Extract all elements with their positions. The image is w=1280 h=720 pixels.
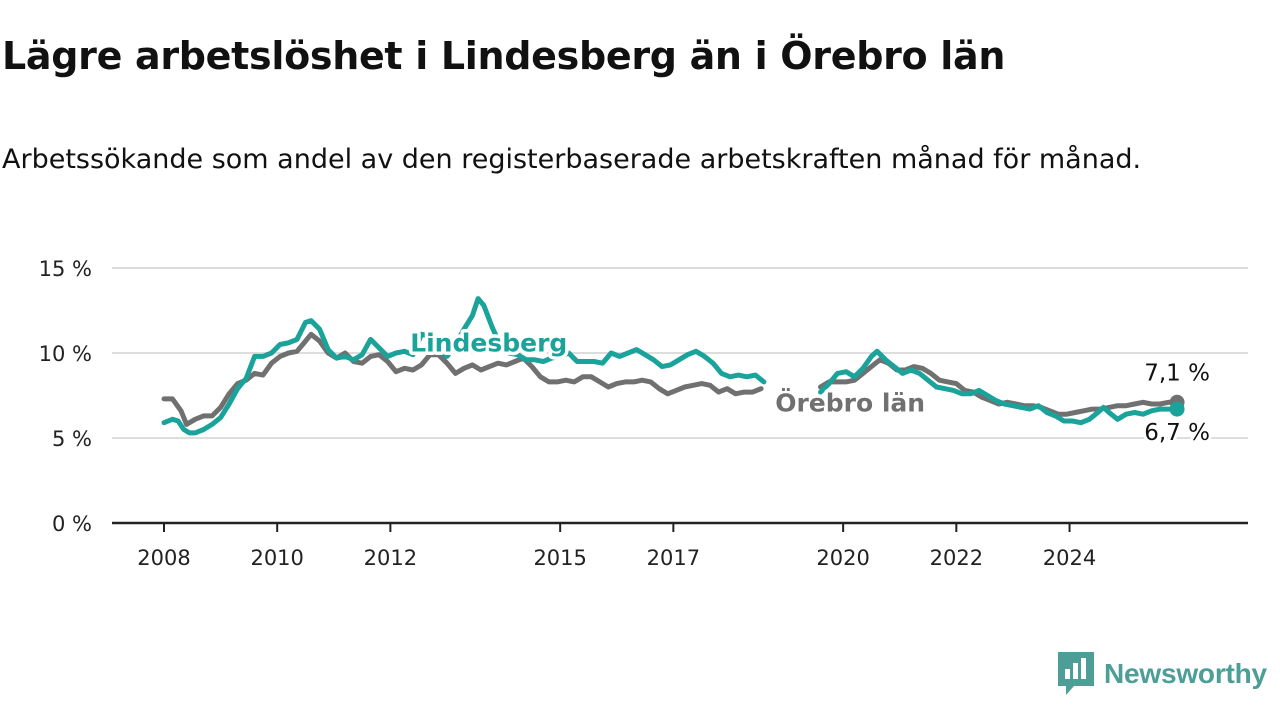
end-label-orebro-lan: 7,1 %	[1144, 360, 1210, 386]
end-label-lindesberg: 6,7 %	[1144, 420, 1210, 446]
series-line-lindesberg-1	[161, 296, 767, 436]
end-marker-lindesberg	[1169, 401, 1185, 417]
series-labels: Lindesberg Örebro län 7,1 % 6,7 %	[407, 325, 1213, 449]
y-tick-label-5: 5 %	[52, 427, 92, 451]
x-tick-label-2012: 2012	[364, 546, 417, 570]
y-axis-labels: 0 % 5 % 10 % 15 %	[39, 257, 92, 536]
x-tick-label-2015: 2015	[533, 546, 586, 570]
x-tick-label-2022: 2022	[930, 546, 983, 570]
x-tick-label-2010: 2010	[250, 546, 303, 570]
series-line-lindesberg-2	[818, 348, 1180, 426]
x-tick-label-2017: 2017	[647, 546, 700, 570]
series-label-lindesberg: Lindesberg	[410, 328, 567, 357]
x-tick-label-2020: 2020	[816, 546, 869, 570]
chart-subtitle: Arbetssökande som andel av den registerb…	[2, 144, 1142, 175]
newsworthy-chart-logo-icon	[1058, 652, 1094, 695]
x-tick-label-2024: 2024	[1043, 546, 1096, 570]
gridlines	[112, 267, 1248, 439]
y-tick-label-10: 10 %	[39, 342, 92, 366]
brand-name: Newsworthy	[1104, 658, 1267, 689]
x-tick-label-2008: 2008	[137, 546, 190, 570]
y-tick-label-0: 0 %	[52, 512, 92, 536]
y-tick-label-15: 15 %	[39, 257, 92, 281]
newsworthy-brand: Newsworthy	[1058, 652, 1267, 696]
series-label-orebro-lan: Örebro län	[775, 388, 925, 418]
x-axis: 2008 2010 2012 2015 2017 2020 2022 2024	[112, 521, 1248, 570]
chart-title: Lägre arbetslöshet i Lindesberg än i Öre…	[2, 34, 1006, 78]
series-lines	[161, 296, 1180, 436]
series-line-orebro-lan-1	[161, 331, 764, 427]
